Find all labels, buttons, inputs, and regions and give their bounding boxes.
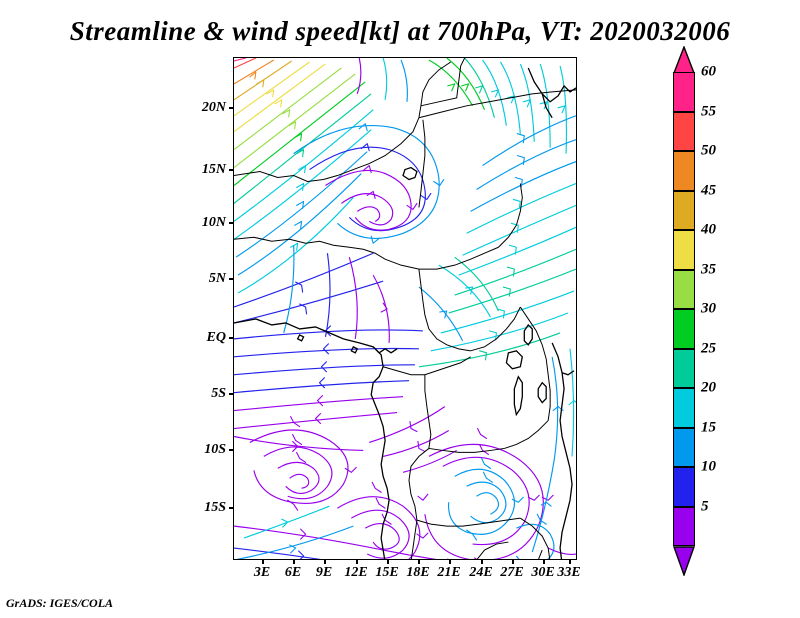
x-axis-tick-label-24E: 24E: [469, 565, 493, 580]
x-axis-tick: [449, 559, 451, 564]
x-axis-tick-label-12E: 12E: [344, 565, 368, 580]
colorbar-label-50: 50: [701, 142, 716, 159]
colorbar-label-60: 60: [701, 63, 716, 80]
colorbar-label-30: 30: [701, 300, 716, 317]
colorbar-band-40: [673, 230, 695, 270]
streamline-map-svg: .sl { fill: none; stroke-width: 1.15; } …: [234, 58, 576, 559]
x-axis-tick: [324, 559, 326, 564]
streamline-layer: [234, 58, 576, 559]
x-axis-tick-label-33E: 33E: [557, 565, 581, 580]
colorbar-band-55: [673, 111, 695, 151]
x-axis-tick: [569, 559, 571, 564]
x-axis-tick-label-9E: 9E: [315, 565, 333, 580]
x-axis-tick: [293, 559, 295, 564]
colorbar-label-55: 55: [701, 103, 716, 119]
y-axis-tick-label-15S: 15S: [204, 500, 226, 515]
colorbar-band-45: [673, 190, 695, 230]
x-axis-tick: [356, 559, 358, 564]
y-axis-tick-label-10N: 10N: [201, 215, 226, 230]
y-axis-tick: [229, 107, 234, 109]
colorbar-label-10: 10: [701, 458, 716, 475]
colorbar-band-60: [673, 72, 695, 112]
x-axis-tick-label-6E: 6E: [284, 565, 302, 580]
colorbar-label-25: 25: [701, 340, 716, 356]
y-axis-tick-label-5S: 5S: [211, 386, 226, 401]
y-axis-tick: [229, 507, 234, 509]
colorbar: 60 55 50 45 40 35 30 25 20 15 10 5: [673, 46, 716, 576]
colorbar-label-45: 45: [701, 182, 716, 198]
y-axis-tick: [229, 449, 234, 451]
colorbar-low-arrow-icon: [673, 546, 695, 576]
map-plot-area: .sl { fill: none; stroke-width: 1.15; } …: [233, 57, 577, 560]
colorbar-band-25: [673, 348, 695, 388]
colorbar-label-35: 35: [701, 261, 716, 277]
y-axis-tick-label-20N: 20N: [201, 100, 226, 115]
x-axis-tick-label-30E: 30E: [531, 565, 555, 580]
x-axis-tick-label-15E: 15E: [375, 565, 399, 580]
y-axis-tick: [229, 278, 234, 280]
colorbar-band-20: [673, 388, 695, 428]
x-axis-tick: [512, 559, 514, 564]
x-axis-tick: [387, 559, 389, 564]
credit-text: GrADS: IGES/COLA: [6, 596, 114, 610]
colorbar-label-40: 40: [701, 221, 716, 238]
x-axis-tick-label-21E: 21E: [437, 565, 461, 580]
y-axis-tick: [229, 337, 234, 339]
y-axis-tick: [229, 169, 234, 171]
colorbar-label-20: 20: [701, 379, 716, 396]
colorbar-band-30: [673, 309, 695, 349]
y-axis-tick: [229, 393, 234, 395]
map-outline-layer: [234, 58, 576, 559]
x-axis-tick-label-18E: 18E: [406, 565, 430, 580]
colorbar-high-arrow-icon: [673, 46, 695, 74]
colorbar-band-15: [673, 427, 695, 467]
x-axis-tick: [418, 559, 420, 564]
y-axis-tick-label-15N: 15N: [201, 162, 226, 177]
y-axis-tick-label-5N: 5N: [208, 271, 226, 286]
x-axis-tick-label-3E: 3E: [253, 565, 271, 580]
y-axis-tick: [229, 222, 234, 224]
page-title: Streamline & wind speed[kt] at 700hPa, V…: [69, 16, 731, 46]
y-axis-tick-label-EQ: EQ: [206, 330, 226, 345]
colorbar-label-5: 5: [701, 498, 709, 514]
x-axis-tick: [481, 559, 483, 564]
x-axis-tick-label-27E: 27E: [500, 565, 524, 580]
colorbar-band-35: [673, 269, 695, 309]
colorbar-label-15: 15: [701, 419, 716, 435]
x-axis-tick: [262, 559, 264, 564]
y-axis-tick-label-10S: 10S: [204, 442, 226, 457]
colorbar-band-50: [673, 151, 695, 191]
colorbar-band-10: [673, 467, 695, 507]
colorbar-band-5: [673, 506, 695, 546]
x-axis-tick: [543, 559, 545, 564]
